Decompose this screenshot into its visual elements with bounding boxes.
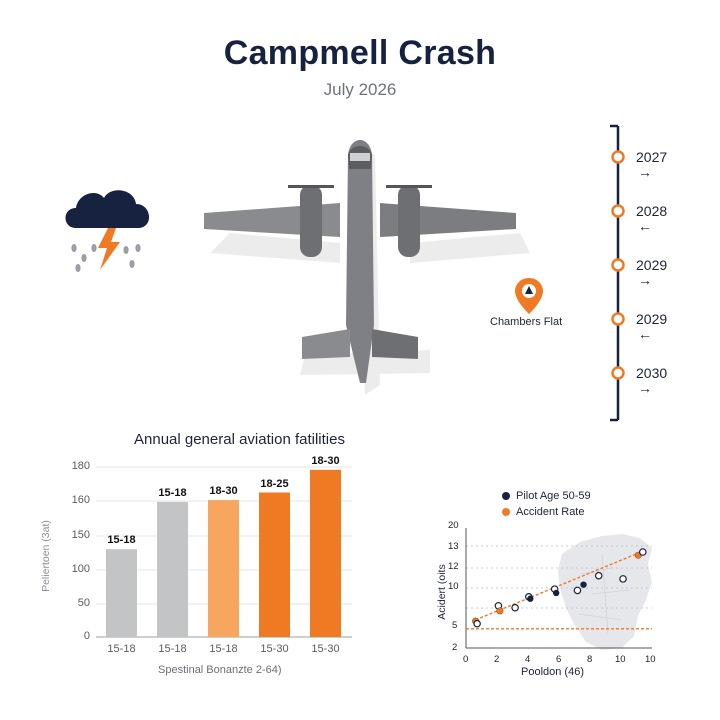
bar-chart-y-axis-label: Peliertoen (3at) [40, 520, 52, 592]
scatter-point-14 [639, 548, 647, 556]
page-subtitle: July 2026 [323, 80, 397, 99]
scatter-point-9 [573, 586, 582, 595]
scatter-point-8 [552, 589, 560, 597]
timeline-marker [611, 312, 625, 326]
x-category-label: 15-30 [260, 643, 289, 655]
y-tick-label: 5 [452, 620, 458, 631]
bar-value-label: 15-18 [158, 486, 187, 499]
timeline-marker [611, 150, 625, 164]
bar-chart-title: Annual general aviation fatilities [134, 431, 345, 448]
y-tick-label: 10 [448, 581, 459, 592]
scatter-point-3 [496, 607, 504, 615]
bar-2 [208, 500, 239, 637]
thunderstorm-icon [65, 190, 150, 272]
scatter-point-11 [594, 571, 603, 580]
bar-value-label: 18-25 [260, 477, 289, 490]
scatter-chart [465, 528, 652, 650]
x-tick-label: 8 [587, 654, 593, 665]
timeline-year: 2027 [636, 149, 668, 165]
timeline-arrow-icon: → [638, 272, 652, 288]
trend-line [475, 550, 645, 621]
y-tick-label: 20 [448, 520, 459, 531]
x-tick-label: 2 [494, 654, 500, 665]
y-tick-label: 13 [448, 541, 459, 552]
timeline-arrow-icon: ← [638, 218, 652, 234]
timeline-marker [611, 366, 625, 380]
timeline-marker [611, 204, 625, 218]
timeline-track [610, 124, 625, 422]
timeline-year: 2028 [636, 203, 668, 219]
x-tick-label: 10 [615, 654, 626, 665]
x-tick-label: 0 [463, 654, 469, 665]
bar-value-label: 18-30 [311, 454, 340, 467]
legend-label: Pilot Age 50-59 [516, 490, 591, 502]
legend-marker-orange [502, 508, 510, 516]
timeline-marker [611, 258, 625, 272]
y-tick-label: 160 [71, 494, 90, 506]
y-tick-label: 2 [452, 642, 458, 653]
location-pin-icon [515, 278, 543, 314]
airplane-illustration [204, 140, 530, 395]
timeline-year: 2029 [636, 257, 668, 273]
timeline-arrow-icon: → [638, 380, 652, 396]
bar-value-label: 15-18 [107, 534, 136, 547]
y-tick-label: 50 [77, 597, 90, 609]
y-tick-label: 180 [71, 460, 90, 472]
location-label: Chambers Flat [490, 316, 563, 328]
legend-label: Accident Rate [516, 506, 585, 518]
x-tick-label: 10 [645, 654, 656, 665]
timeline-year: 2030 [636, 365, 668, 381]
bar-chart-x-axis-label: Spestinal Bonanzte 2-64) [158, 664, 282, 676]
y-tick-label: 150 [71, 529, 90, 541]
scatter-point-6 [527, 595, 534, 602]
y-tick-label: 100 [71, 563, 90, 575]
bar-value-label: 18-30 [209, 485, 238, 498]
bar-3 [259, 492, 290, 637]
scatter-point-12 [619, 575, 627, 583]
scatter-point-10 [580, 581, 587, 588]
timeline-arrow-icon: ← [638, 326, 652, 342]
y-tick-label: 0 [83, 630, 90, 642]
x-category-label: 15-18 [209, 643, 238, 655]
bar-0 [106, 549, 137, 637]
scatter-x-axis-label: Pooldon (46) [521, 666, 584, 678]
x-tick-label: 6 [556, 654, 562, 665]
timeline-arrow-icon: → [638, 164, 652, 180]
x-category-label: 15-18 [107, 643, 136, 655]
x-tick-label: 4 [525, 654, 531, 665]
bar-chart [96, 466, 352, 638]
bar-4 [310, 469, 341, 637]
bar-1 [157, 501, 188, 637]
scatter-y-axis-label: Acidert (oits [436, 564, 448, 620]
page-title: Campmell Crash [223, 34, 497, 72]
x-category-label: 15-30 [311, 643, 340, 655]
x-category-label: 15-18 [158, 643, 187, 655]
y-tick-label: 12 [448, 561, 459, 572]
scatter-point-1 [473, 619, 481, 628]
timeline-year: 2029 [636, 311, 668, 327]
legend-markers [502, 492, 510, 516]
legend-marker-navy [502, 492, 510, 500]
scatter-point-4 [511, 603, 519, 612]
